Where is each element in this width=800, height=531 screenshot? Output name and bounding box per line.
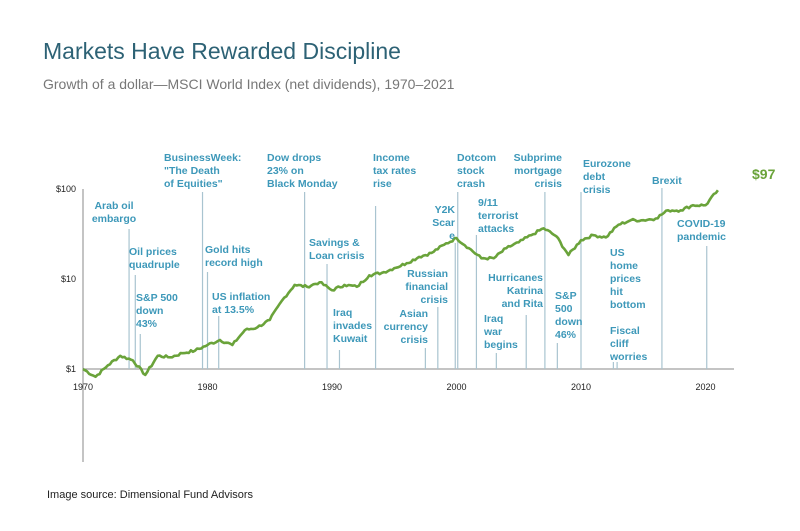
event-label: Y2K Scar e	[432, 204, 455, 242]
x-tick-label: 2010	[571, 382, 591, 392]
chart-subtitle: Growth of a dollar—MSCI World Index (net…	[43, 76, 455, 92]
x-tick-label: 1990	[322, 382, 342, 392]
x-tick-label: 1970	[73, 382, 93, 392]
event-label: Iraq invades Kuwait	[333, 307, 373, 345]
event-label: Subprime mortgage crisis	[513, 152, 562, 190]
event-label: Savings & Loan crisis	[309, 237, 365, 262]
y-tick-label: $1	[66, 364, 76, 374]
event-label: Gold hits record high	[205, 244, 263, 269]
event-label: Oil prices quadruple	[129, 246, 180, 271]
y-tick-label: $100	[56, 184, 76, 194]
event-label: Russian financial crisis	[405, 268, 448, 306]
event-label: Arab oil embargo	[91, 200, 137, 225]
x-tick-label: 2000	[446, 382, 466, 392]
x-tick-label: 2020	[695, 382, 715, 392]
event-label: Dow drops 23% on Black Monday	[267, 152, 338, 190]
growth-line	[82, 189, 719, 379]
event-label: Dotcom stock crash	[457, 152, 497, 190]
event-label: S&P 500 down 43%	[136, 292, 178, 330]
event-label: COVID-19 pandemic	[677, 218, 727, 243]
final-value-label: $97	[752, 166, 776, 182]
event-label: Iraq war begins	[484, 313, 518, 351]
event-label: Asian currency crisis	[383, 308, 428, 346]
event-label: Brexit	[652, 175, 682, 187]
event-label: Income tax rates rise	[373, 152, 417, 190]
event-label: 9/11 terrorist attacks	[478, 197, 519, 235]
event-label: Eurozone debt crisis	[583, 158, 631, 196]
y-tick-label: $10	[61, 274, 76, 284]
event-label: US inflation at 13.5%	[212, 291, 271, 316]
event-label: S&P 500 down 46%	[555, 290, 583, 341]
event-label: BusinessWeek: "The Death of Equities"	[164, 152, 242, 190]
event-label: US home prices hit bottom	[610, 247, 646, 311]
x-tick-label: 1980	[197, 382, 217, 392]
image-source: Image source: Dimensional Fund Advisors	[47, 489, 254, 501]
event-label: Hurricanes Katrina and Rita	[488, 272, 543, 310]
chart-title: Markets Have Rewarded Discipline	[43, 38, 401, 64]
event-label: Fiscal cliff worries	[610, 325, 648, 363]
